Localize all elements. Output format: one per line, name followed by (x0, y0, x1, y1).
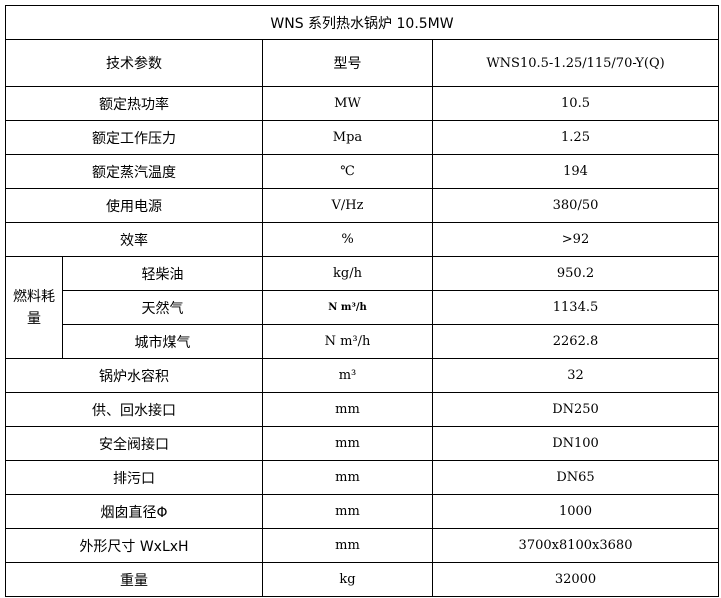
param-name: 排污口 (5, 460, 263, 495)
spec-table: WNS 系列热水锅炉 10.5MW 技术参数 型号 WNS10.5-1.25/1… (4, 5, 720, 597)
param-value: DN100 (431, 426, 720, 461)
table-row: 烟囱直径Φ mm 1000 (5, 494, 720, 529)
param-value: 380/50 (431, 188, 720, 223)
table-row: 效率% >92 (5, 222, 720, 257)
param-value: 1.25 (431, 120, 720, 155)
fuel-value: 2262.8 (431, 324, 720, 359)
param-name: 额定工作压力 (5, 120, 263, 155)
table-row: 使用电源 V/Hz 380/50 (5, 188, 720, 223)
param-unit: V/Hz (262, 188, 433, 223)
param-value: DN65 (431, 460, 720, 495)
param-value: 10.5 (431, 86, 720, 121)
table-row: 锅炉水容积 m³ 32 (5, 358, 720, 393)
param-name: 重量 (5, 562, 263, 597)
table-row: 额定工作压力 Mpa 1.25 (5, 120, 720, 155)
param-value: 194 (431, 154, 720, 189)
header-model-value: WNS10.5-1.25/115/70-Y(Q) (431, 39, 720, 87)
param-value: 32000 (431, 562, 720, 597)
param-value: DN250 (431, 392, 720, 427)
param-name: 效率 (5, 222, 263, 257)
param-unit: mm (262, 494, 433, 529)
table-row: 安全阀接口 mm DN100 (5, 426, 720, 461)
table-row: 城市煤气 N m³/h 2262.8 (6, 324, 720, 359)
param-unit: ℃ (262, 154, 433, 189)
table-row: 重量 kg 32000 (5, 562, 720, 597)
table-row: 排污口 mm DN65 (5, 460, 720, 495)
param-unit: MW (262, 86, 433, 121)
table-row: 外形尺寸 WxLxH mm 3700x8100x3680 (5, 528, 720, 563)
header-param: 技术参数 (5, 39, 263, 87)
param-value: >92 (431, 222, 720, 257)
param-unit: m³ (262, 358, 433, 393)
param-unit: mm (262, 528, 433, 563)
param-name: 安全阀接口 (5, 426, 263, 461)
param-name: 外形尺寸 WxLxH (5, 528, 263, 563)
fuel-unit: kg/h (262, 256, 433, 291)
param-name: 使用电源 (5, 188, 263, 223)
table-row: 天然气 N m³/h 1134.5 (6, 290, 720, 325)
fuel-unit: N m³/h (262, 290, 433, 325)
fuel-name: 天然气 (62, 290, 263, 325)
table-row: 额定蒸汽温度 ℃ 194 (5, 154, 720, 189)
param-unit: % (262, 222, 433, 257)
param-value: 1000 (431, 494, 720, 529)
fuel-value: 950.2 (431, 256, 720, 291)
param-name: 锅炉水容积 (5, 358, 263, 393)
fuel-name: 城市煤气 (62, 324, 263, 359)
param-unit: Mpa (262, 120, 433, 155)
param-unit: mm (262, 426, 433, 461)
param-name: 额定热功率 (5, 86, 263, 121)
param-unit: mm (262, 460, 433, 495)
param-unit: mm (262, 392, 433, 427)
param-value: 32 (431, 358, 720, 393)
table-row: 额定热功率 MW 10.5 (5, 86, 720, 121)
fuel-name: 轻柴油 (62, 256, 263, 291)
table-row: 燃料耗量 轻柴油 kg/h 950.2 (5, 256, 720, 359)
table-row: 供、回水接口 mm DN250 (5, 392, 720, 427)
param-unit: kg (262, 562, 433, 597)
param-name: 额定蒸汽温度 (5, 154, 263, 189)
header-model-label: 型号 (262, 39, 433, 87)
fuel-value: 1134.5 (431, 290, 720, 325)
param-name: 烟囱直径Φ (5, 494, 263, 529)
fuel-unit: N m³/h (262, 324, 433, 359)
param-name: 供、回水接口 (5, 392, 263, 427)
table-title: WNS 系列热水锅炉 10.5MW (4, 5, 720, 40)
fuel-group-label: 燃料耗量 (5, 256, 63, 359)
param-value: 3700x8100x3680 (431, 528, 720, 563)
